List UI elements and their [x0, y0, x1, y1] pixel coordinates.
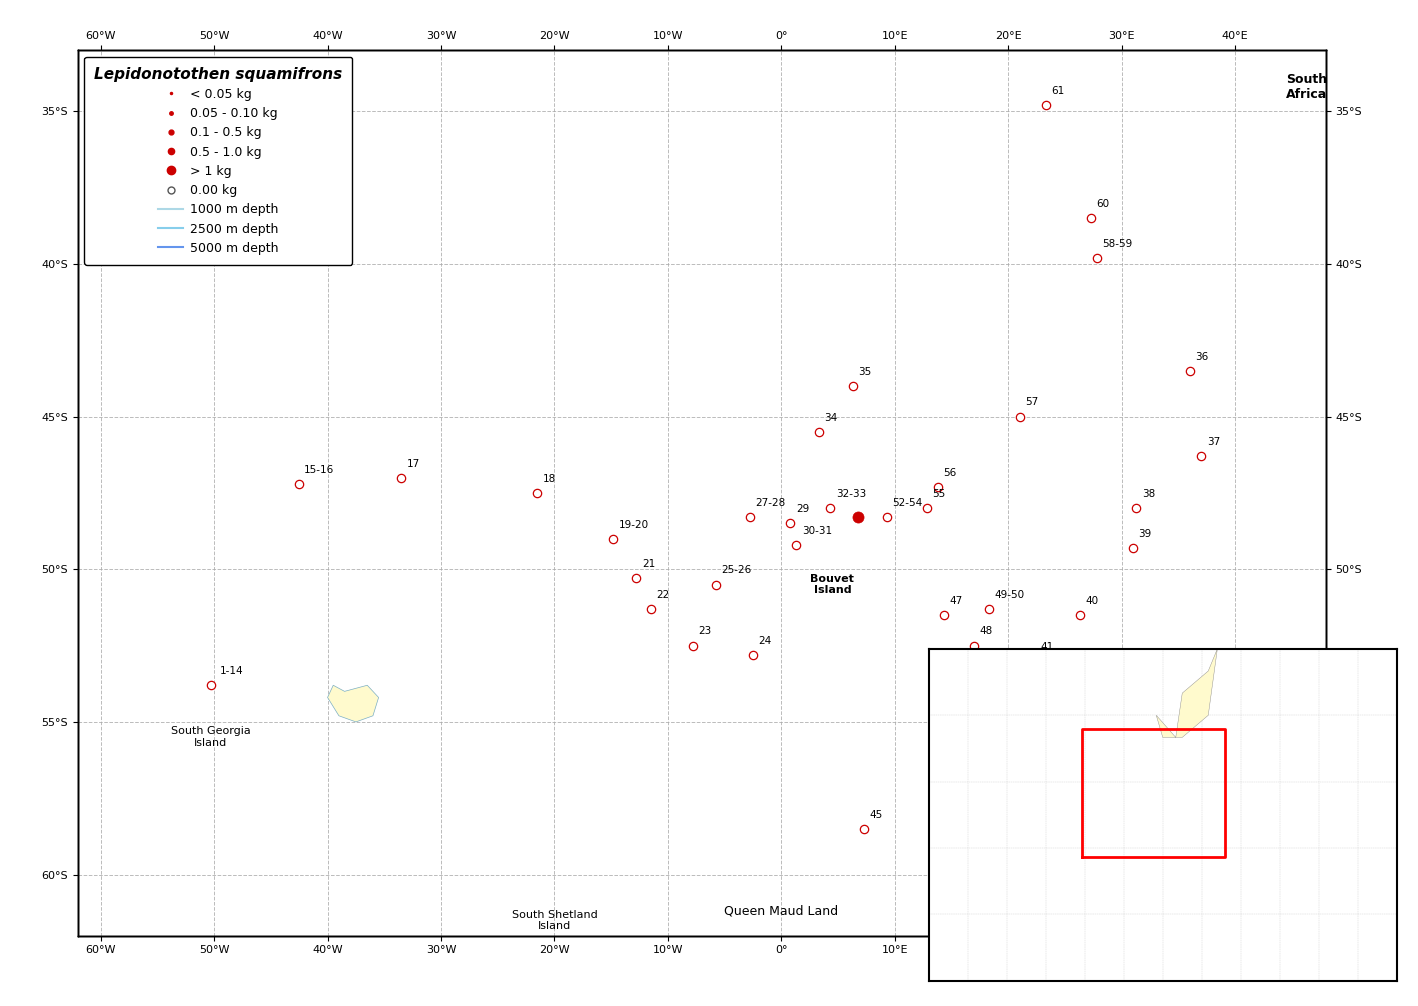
Text: 30-31: 30-31 — [801, 526, 832, 535]
Text: 52-54: 52-54 — [892, 498, 923, 508]
Text: South Georgia
Island: South Georgia Island — [170, 726, 251, 747]
Text: 55: 55 — [932, 489, 946, 499]
Text: 21: 21 — [642, 559, 655, 569]
Text: 37: 37 — [1207, 438, 1219, 447]
Text: 18: 18 — [543, 474, 556, 484]
Text: 23: 23 — [699, 627, 712, 637]
Text: 58-59: 58-59 — [1102, 238, 1133, 248]
Text: 47: 47 — [949, 596, 963, 606]
Text: South
Africa: South Africa — [1286, 72, 1327, 101]
Text: 19-20: 19-20 — [620, 519, 649, 529]
Text: 29: 29 — [795, 504, 810, 514]
Text: 49-50: 49-50 — [994, 590, 1025, 600]
Text: 43: 43 — [949, 764, 963, 774]
Text: 17: 17 — [407, 459, 420, 469]
Text: 39: 39 — [1139, 529, 1151, 539]
Text: 35: 35 — [858, 367, 872, 377]
Text: 15-16: 15-16 — [303, 465, 335, 475]
Text: 57: 57 — [1025, 397, 1038, 407]
Text: 61: 61 — [1051, 87, 1065, 97]
Text: 60: 60 — [1096, 199, 1110, 209]
Text: South Shetland
Island: South Shetland Island — [512, 909, 597, 932]
Text: 44: 44 — [994, 804, 1008, 814]
Text: 42: 42 — [1037, 703, 1049, 712]
Legend: < 0.05 kg, 0.05 - 0.10 kg, 0.1 - 0.5 kg, 0.5 - 1.0 kg, > 1 kg, 0.00 kg, 1000 m d: < 0.05 kg, 0.05 - 0.10 kg, 0.1 - 0.5 kg,… — [84, 56, 353, 265]
Text: 22: 22 — [657, 590, 669, 600]
Text: 32-33: 32-33 — [835, 489, 866, 499]
Polygon shape — [78, 936, 1326, 1006]
Polygon shape — [328, 685, 379, 722]
Text: 34: 34 — [824, 412, 838, 423]
Text: 41: 41 — [1039, 642, 1054, 652]
Text: 36: 36 — [1195, 352, 1208, 362]
Text: 1-14: 1-14 — [220, 666, 244, 676]
Text: 56: 56 — [943, 468, 957, 478]
Text: 25-26: 25-26 — [722, 565, 752, 575]
Polygon shape — [1156, 649, 1218, 737]
Text: 40: 40 — [1085, 596, 1099, 606]
Text: Queen Maud Land: Queen Maud Land — [725, 904, 838, 917]
Text: 48: 48 — [980, 627, 993, 637]
Text: 45: 45 — [869, 810, 883, 820]
Text: 38: 38 — [1141, 489, 1156, 499]
Text: 27-28: 27-28 — [756, 498, 786, 508]
Text: Bouvet
Island: Bouvet Island — [811, 573, 854, 596]
Text: 24: 24 — [759, 636, 771, 646]
